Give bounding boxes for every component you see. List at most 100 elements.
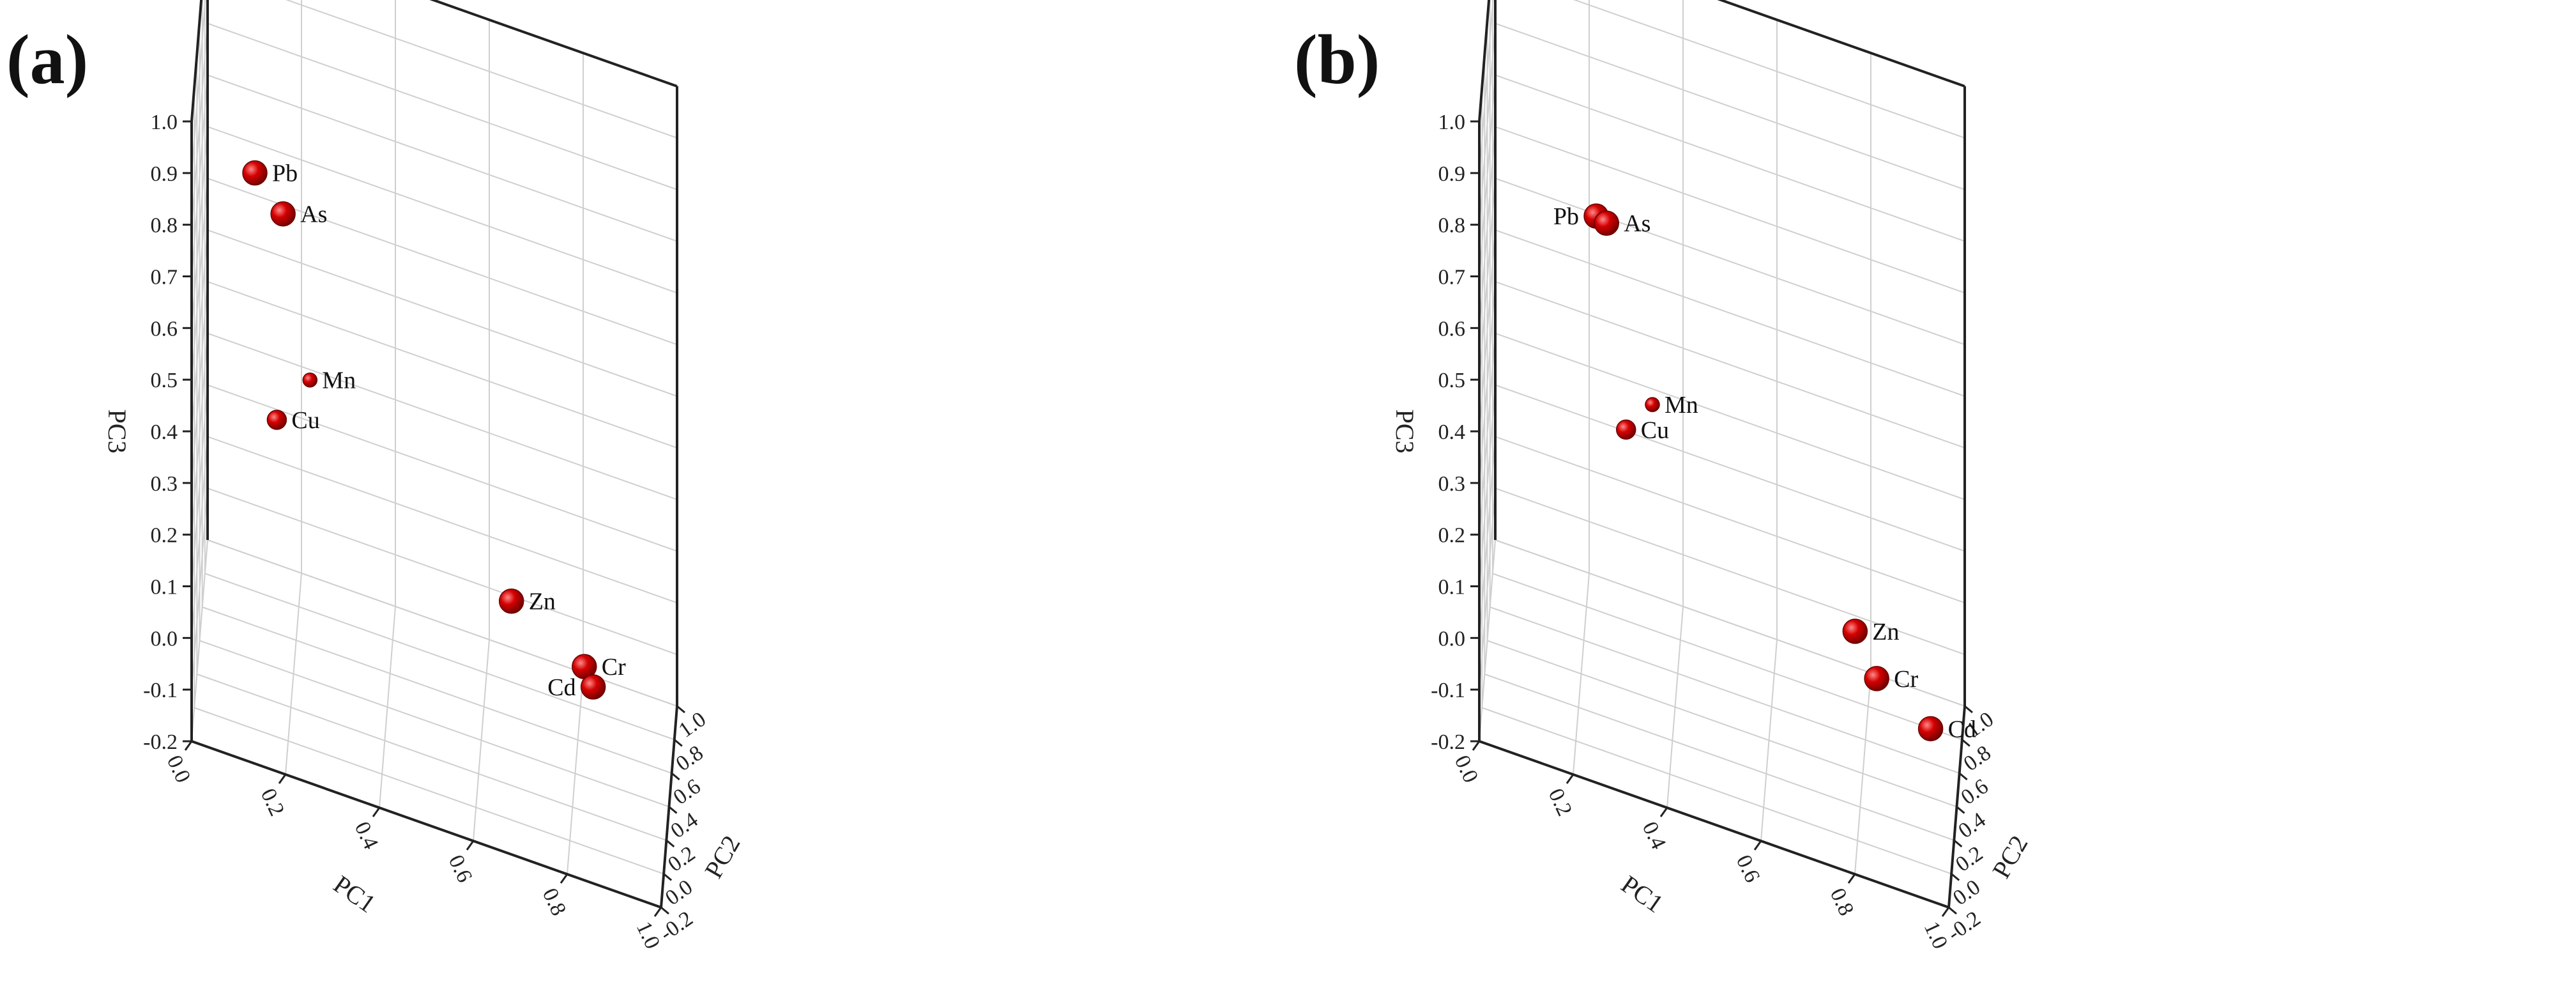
z-tick-label: 0.5 bbox=[1438, 369, 1466, 392]
point-label-cr: Cr bbox=[602, 654, 626, 681]
point-label-mn: Mn bbox=[1665, 392, 1698, 419]
y-tick bbox=[1951, 873, 1960, 881]
grid-line bbox=[285, 573, 302, 775]
grid-line bbox=[207, 539, 678, 707]
grid-line bbox=[1479, 22, 1965, 225]
z-axis-ticks: -0.2 -0.1 0.0 0.1 0.2 0.3 0.4 0.5 0.6 0.7 0.8 0.9 1.… bbox=[1431, 111, 1479, 754]
x-tick bbox=[466, 840, 475, 851]
y-axis-title: PC2 bbox=[699, 831, 745, 883]
y-tick-label: 0.4 bbox=[666, 808, 702, 843]
z-tick-label: 0.1 bbox=[1438, 576, 1466, 599]
grid-line bbox=[1484, 674, 1955, 841]
z-tick-label: 0.0 bbox=[1438, 627, 1466, 651]
y-tick-label: 0.0 bbox=[661, 875, 697, 911]
axis-line bbox=[429, 0, 678, 88]
point-mn bbox=[1645, 397, 1660, 412]
y-tick bbox=[1964, 705, 1973, 714]
point-label-cu: Cu bbox=[291, 407, 319, 434]
point-label-cr: Cr bbox=[1894, 666, 1918, 693]
y-tick bbox=[673, 739, 683, 747]
axes-frame bbox=[1478, 0, 1966, 909]
z-axis-ticks: -0.2 -0.1 0.0 0.1 0.2 0.3 0.4 0.5 0.6 0.7 0.8 0.9 1.… bbox=[143, 111, 192, 754]
grid-line bbox=[199, 640, 669, 808]
axis-line bbox=[191, 740, 662, 909]
grid-line bbox=[1479, 435, 1965, 638]
z-tick-label: 0.5 bbox=[151, 369, 178, 392]
y-tick bbox=[671, 772, 680, 781]
chart-panel-a: (a)-0.2-0.10.00.10.20.30.40.50.60.70.80.… bbox=[6, 0, 746, 953]
y-tick-label: 0.6 bbox=[669, 774, 705, 810]
z-tick-label: 0.9 bbox=[151, 162, 178, 186]
point-label-mn: Mn bbox=[322, 367, 356, 394]
z-tick-label: 0.0 bbox=[151, 627, 178, 651]
point-label-pb: Pb bbox=[272, 160, 298, 187]
y-tick bbox=[1956, 806, 1965, 814]
axis-line bbox=[1717, 0, 1965, 88]
x-axis-title: PC1 bbox=[328, 870, 381, 918]
grid-line bbox=[191, 384, 678, 587]
panel-label: (b) bbox=[1294, 20, 1380, 98]
panel-label: (a) bbox=[6, 20, 88, 98]
x-tick-label: 0.6 bbox=[1732, 851, 1764, 886]
point-pb bbox=[242, 160, 268, 186]
grid-line bbox=[1854, 672, 1871, 875]
y-tick bbox=[1958, 772, 1968, 781]
grid-line bbox=[204, 573, 675, 741]
z-axis-title: PC3 bbox=[103, 410, 132, 454]
grid-line bbox=[1487, 640, 1957, 808]
point-label-as: As bbox=[300, 201, 327, 228]
point-as bbox=[1594, 210, 1619, 236]
y-tick-label: 0.6 bbox=[1957, 774, 1993, 810]
grid-line bbox=[1479, 229, 1965, 432]
z-tick-label: -0.2 bbox=[143, 730, 178, 754]
z-tick-label: 0.7 bbox=[151, 266, 178, 289]
z-tick-label: 0.8 bbox=[1438, 214, 1466, 238]
grid-line bbox=[191, 177, 678, 380]
z-tick-label: 1.0 bbox=[1438, 111, 1466, 134]
x-tick-label: 0.8 bbox=[1825, 884, 1858, 919]
axis-line bbox=[1479, 740, 1949, 909]
grid-line bbox=[191, 539, 678, 742]
grid-line bbox=[191, 281, 678, 483]
y-tick bbox=[668, 806, 678, 814]
point-cu bbox=[1616, 419, 1636, 440]
x-tick-label: 0.4 bbox=[350, 818, 383, 852]
point-cu bbox=[266, 410, 287, 430]
x-tick bbox=[653, 907, 662, 917]
z-tick-label: 1.0 bbox=[151, 111, 178, 134]
y-tick-label: 0.2 bbox=[1951, 842, 1987, 877]
x-tick bbox=[560, 874, 568, 884]
grid-line bbox=[1492, 573, 1963, 741]
x-tick-label: 0.2 bbox=[1544, 785, 1576, 819]
grid-line bbox=[1479, 177, 1965, 380]
grid-line bbox=[379, 606, 396, 808]
y-tick bbox=[660, 906, 669, 915]
point-label-pb: Pb bbox=[1553, 203, 1579, 230]
grid-line bbox=[1666, 606, 1684, 808]
grid-lines bbox=[191, 0, 678, 908]
x-tick bbox=[1472, 741, 1481, 751]
z-tick-label: 0.9 bbox=[1438, 162, 1466, 186]
y-tick bbox=[1948, 906, 1957, 915]
z-tick-label: 0.4 bbox=[1438, 420, 1466, 444]
z-tick-label: 0.1 bbox=[151, 576, 178, 599]
grid-line bbox=[196, 674, 667, 841]
z-tick-label: 0.8 bbox=[151, 214, 178, 238]
z-tick-label: 0.3 bbox=[1438, 472, 1466, 496]
z-tick-label: 0.6 bbox=[1438, 317, 1466, 341]
y-axis-title: PC2 bbox=[1986, 831, 2033, 883]
grid-line bbox=[1479, 332, 1965, 535]
grid-lines bbox=[1479, 0, 1965, 908]
axis-line bbox=[1478, 0, 1491, 122]
z-tick-label: 0.2 bbox=[151, 524, 178, 548]
grid-line bbox=[1760, 639, 1778, 842]
x-tick-label: 0.6 bbox=[444, 851, 476, 886]
grid-line bbox=[191, 229, 678, 432]
z-tick-label: 0.2 bbox=[1438, 524, 1466, 548]
z-axis-title: PC3 bbox=[1391, 410, 1419, 454]
grid-line bbox=[1479, 487, 1965, 690]
x-tick-label: 0.0 bbox=[1450, 751, 1482, 786]
grid-line bbox=[1479, 281, 1965, 483]
point-zn bbox=[498, 588, 524, 614]
